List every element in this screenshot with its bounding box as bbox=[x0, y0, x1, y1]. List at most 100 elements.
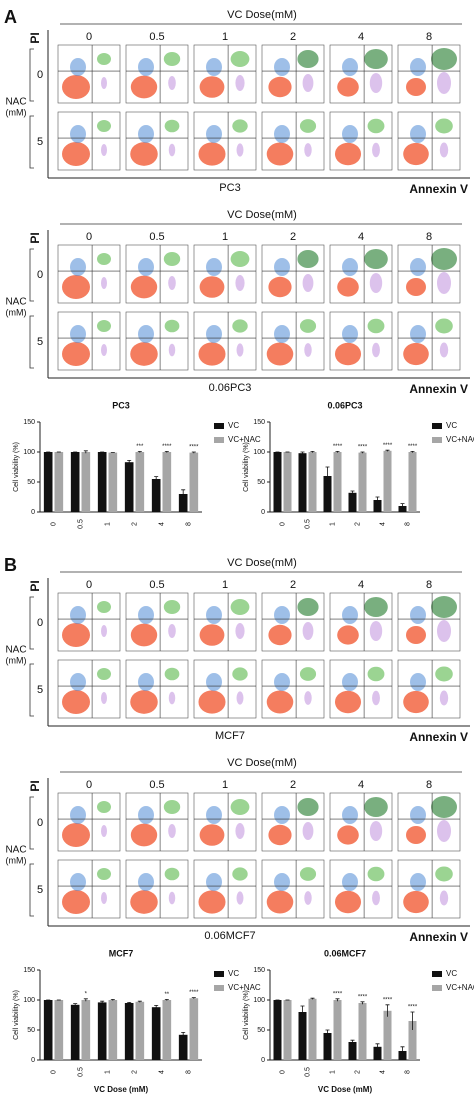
flow-title: VC Dose(mM) bbox=[227, 557, 297, 569]
bar bbox=[97, 1002, 107, 1060]
bar bbox=[308, 998, 317, 1060]
cell-cloud bbox=[168, 824, 176, 838]
cell-cloud bbox=[97, 668, 111, 680]
cell-cloud bbox=[168, 891, 176, 905]
error-bar bbox=[127, 1002, 132, 1004]
legend-swatch bbox=[214, 423, 224, 429]
x-axis-label: Annexin V bbox=[409, 182, 468, 196]
cell-cloud bbox=[274, 325, 290, 343]
cell-cloud bbox=[406, 278, 426, 296]
bar bbox=[323, 1033, 332, 1060]
error-bar bbox=[127, 460, 132, 464]
x-tick-label: 4 bbox=[158, 522, 165, 526]
cell-cloud bbox=[268, 824, 292, 846]
cell-cloud bbox=[168, 76, 176, 90]
cell-cloud bbox=[70, 806, 86, 824]
cell-cloud bbox=[435, 118, 453, 134]
y-tick-label: 100 bbox=[23, 449, 35, 456]
cell-cloud bbox=[403, 342, 429, 366]
bar bbox=[323, 476, 332, 512]
y-tick-label: 150 bbox=[23, 967, 35, 974]
bar bbox=[43, 452, 53, 512]
cell-cloud bbox=[130, 823, 158, 847]
cell-cloud bbox=[230, 51, 250, 67]
cell-cloud bbox=[302, 74, 314, 92]
dose-label: 8 bbox=[426, 579, 432, 591]
dose-label: 0 bbox=[86, 231, 92, 243]
bar bbox=[124, 1003, 134, 1060]
bar bbox=[273, 452, 282, 512]
cell-cloud bbox=[70, 673, 86, 691]
error-bar bbox=[325, 466, 330, 485]
y-tick-label: 150 bbox=[253, 967, 265, 974]
cell-cloud bbox=[235, 75, 245, 91]
y-tick-label: 0 bbox=[31, 509, 35, 516]
x-tick-label: 4 bbox=[379, 1070, 386, 1074]
cell-cloud bbox=[266, 142, 294, 166]
error-bar bbox=[325, 1029, 330, 1036]
error-bar bbox=[410, 1011, 415, 1030]
cell-cloud bbox=[206, 673, 222, 691]
cell-cloud bbox=[70, 873, 86, 891]
cell-cloud bbox=[62, 690, 90, 714]
bar bbox=[189, 452, 199, 512]
legend-swatch bbox=[214, 971, 224, 977]
error-bar bbox=[400, 503, 405, 509]
row-label: 0 bbox=[37, 69, 43, 81]
cell-cloud bbox=[70, 58, 86, 76]
x-tick-label: 2 bbox=[354, 522, 361, 526]
cell-cloud bbox=[274, 873, 290, 891]
cell-cloud bbox=[232, 319, 248, 333]
significance-mark: **** bbox=[333, 444, 343, 450]
cell-cloud bbox=[232, 667, 248, 681]
cell-cloud bbox=[342, 125, 358, 143]
y-tick-label: 50 bbox=[27, 479, 35, 486]
cell-cloud bbox=[130, 890, 158, 914]
flow-title: VC Dose(mM) bbox=[227, 209, 297, 221]
significance-mark: **** bbox=[189, 990, 199, 996]
dose-label: 4 bbox=[358, 579, 364, 591]
x-tick-label: 8 bbox=[404, 1070, 411, 1074]
cell-cloud bbox=[369, 273, 383, 293]
cell-cloud bbox=[101, 625, 107, 637]
cell-cloud bbox=[274, 258, 290, 276]
cell-cloud bbox=[130, 275, 158, 299]
cell-cloud bbox=[70, 258, 86, 276]
row-title: NAC bbox=[5, 297, 26, 308]
bar bbox=[373, 1046, 382, 1060]
bar bbox=[408, 452, 417, 512]
x-tick-label: 0 bbox=[279, 522, 286, 526]
cell-cloud bbox=[364, 797, 388, 817]
error-bar bbox=[164, 451, 169, 453]
y-tick-label: 150 bbox=[253, 419, 265, 426]
cell-cloud bbox=[342, 673, 358, 691]
x-tick-label: 8 bbox=[185, 1070, 192, 1074]
dose-label: 8 bbox=[426, 31, 432, 43]
row-label: 5 bbox=[37, 884, 43, 896]
y-axis-title: Cell viability (%) bbox=[243, 442, 250, 492]
cell-cloud bbox=[342, 258, 358, 276]
significance-mark: **** bbox=[383, 443, 393, 449]
cell-cloud bbox=[138, 806, 154, 824]
cell-cloud bbox=[206, 325, 222, 343]
cell-cloud bbox=[164, 667, 180, 681]
dose-label: 8 bbox=[426, 779, 432, 791]
cell-cloud bbox=[70, 606, 86, 624]
bar bbox=[383, 450, 392, 512]
bar bbox=[348, 1042, 357, 1060]
x-axis-title: VC Dose (mM) bbox=[318, 1085, 373, 1094]
bar bbox=[124, 462, 134, 512]
error-bar bbox=[164, 999, 169, 1001]
cell-cloud bbox=[369, 821, 383, 841]
error-bar bbox=[335, 998, 340, 1002]
y-axis-label: PI bbox=[28, 580, 42, 591]
cell-cloud bbox=[168, 691, 176, 705]
cell-cloud bbox=[410, 806, 426, 824]
cell-cloud bbox=[410, 873, 426, 891]
cell-cloud bbox=[235, 275, 245, 291]
cell-cloud bbox=[439, 890, 449, 906]
cell-cloud bbox=[164, 119, 180, 133]
cell-cloud bbox=[299, 319, 317, 333]
cell-cloud bbox=[342, 58, 358, 76]
row-label: 5 bbox=[37, 684, 43, 696]
